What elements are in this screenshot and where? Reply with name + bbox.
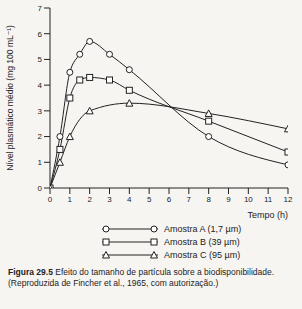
svg-text:3: 3	[107, 195, 112, 204]
svg-text:5: 5	[38, 55, 43, 64]
svg-text:5: 5	[147, 195, 152, 204]
svg-text:Tempo (h): Tempo (h)	[247, 210, 288, 220]
svg-text:11: 11	[264, 195, 273, 204]
svg-text:1: 1	[68, 195, 73, 204]
html-text:Amostra A (1,7 µm): Amostra A (1,7 µm)	[164, 223, 242, 234]
svg-text:7: 7	[187, 195, 192, 204]
svg-text:12: 12	[284, 195, 293, 204]
svg-text:0: 0	[38, 184, 43, 193]
svg-text:4: 4	[127, 195, 132, 204]
svg-text:4: 4	[38, 81, 43, 90]
svg-text:9: 9	[226, 195, 231, 204]
svg-text:7: 7	[38, 4, 43, 13]
svg-text:2: 2	[87, 195, 92, 204]
svg-text:1: 1	[38, 158, 43, 167]
svg-text:6: 6	[38, 30, 43, 39]
html-text:Amostra B (39 µm): Amostra B (39 µm)	[164, 236, 240, 247]
svg-text:10: 10	[244, 195, 253, 204]
svg-text:2: 2	[38, 132, 43, 141]
html-text:Figura 29.5 Efeito do tamanho: Figura 29.5 Efeito do tamanho de partícu…	[8, 267, 275, 288]
html-text:Amostra C (95 µm): Amostra C (95 µm)	[164, 249, 241, 260]
svg-text:Nível plasmático médio (mg 100: Nível plasmático médio (mg 100 mL⁻¹)	[8, 25, 15, 171]
svg-text:8: 8	[206, 195, 211, 204]
svg-text:3: 3	[38, 107, 43, 116]
svg-text:6: 6	[167, 195, 172, 204]
svg-text:0: 0	[48, 195, 53, 204]
